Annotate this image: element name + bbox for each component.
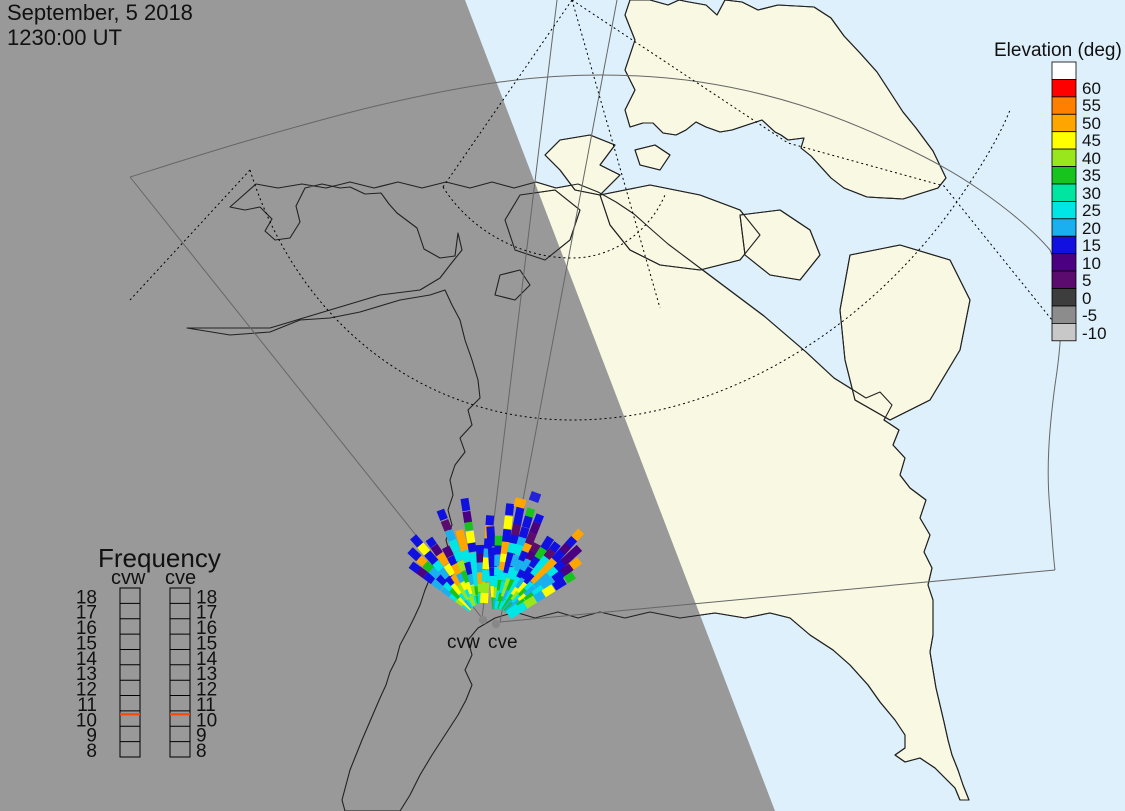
svg-text:45: 45 <box>1082 131 1101 150</box>
svg-text:cve: cve <box>165 567 196 589</box>
svg-text:8: 8 <box>196 741 207 762</box>
svg-text:-5: -5 <box>1082 306 1097 325</box>
svg-text:35: 35 <box>1082 166 1101 185</box>
svg-text:Elevation (deg): Elevation (deg) <box>994 40 1122 61</box>
svg-text:55: 55 <box>1082 96 1101 115</box>
svg-text:5: 5 <box>1082 271 1091 290</box>
svg-text:-10: -10 <box>1082 324 1107 343</box>
svg-text:cvw: cvw <box>111 567 146 589</box>
svg-text:25: 25 <box>1082 201 1101 220</box>
svg-text:8: 8 <box>86 741 97 762</box>
svg-text:15: 15 <box>1082 236 1101 255</box>
svg-text:cvw: cvw <box>447 632 480 653</box>
svg-text:cve: cve <box>488 632 518 653</box>
